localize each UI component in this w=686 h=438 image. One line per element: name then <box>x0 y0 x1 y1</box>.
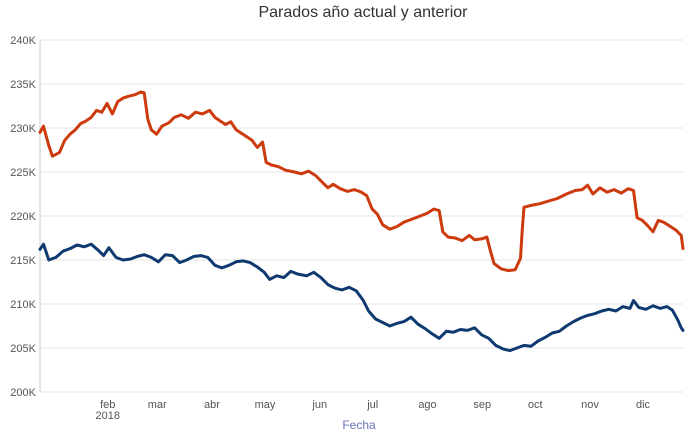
y-tick-label: 235K <box>10 79 36 91</box>
y-tick-label: 205K <box>10 343 36 355</box>
y-tick-label: 225K <box>10 167 36 179</box>
y-tick-label: 240K <box>10 35 36 47</box>
x-tick-label: nov <box>581 399 599 411</box>
x-tick-label: sep <box>473 399 491 411</box>
grid <box>40 39 683 393</box>
x-year-label: 2018 <box>96 410 120 422</box>
series-group <box>38 90 685 353</box>
x-tick-label: oct <box>528 399 543 411</box>
y-tick-label: 220K <box>10 211 36 223</box>
x-tick-label: may <box>255 399 276 411</box>
y-axis: 200K 205K 210K 215K 220K 225K 230K 235K 240K <box>10 35 41 399</box>
x-tick-label: ago <box>418 399 436 411</box>
y-tick-label: 230K <box>10 123 36 135</box>
x-tick-label: feb <box>100 399 115 411</box>
x-axis: feb mar abr may jun jul ago sep oct nov dic 2018 <box>96 399 651 422</box>
x-tick-label: abr <box>204 399 220 411</box>
y-tick-label: 215K <box>10 255 36 267</box>
series-line-1 <box>38 90 685 273</box>
x-axis-title: Fecha <box>342 418 376 432</box>
y-tick-label: 210K <box>10 299 36 311</box>
x-tick-label: dic <box>636 399 651 411</box>
x-tick-label: mar <box>148 399 167 411</box>
x-tick-label: jun <box>311 399 327 411</box>
series-line-2 <box>38 242 685 353</box>
chart-title: Parados año actual y anterior <box>258 4 468 21</box>
y-tick-label: 200K <box>10 387 36 399</box>
x-tick-label: jul <box>366 399 378 411</box>
